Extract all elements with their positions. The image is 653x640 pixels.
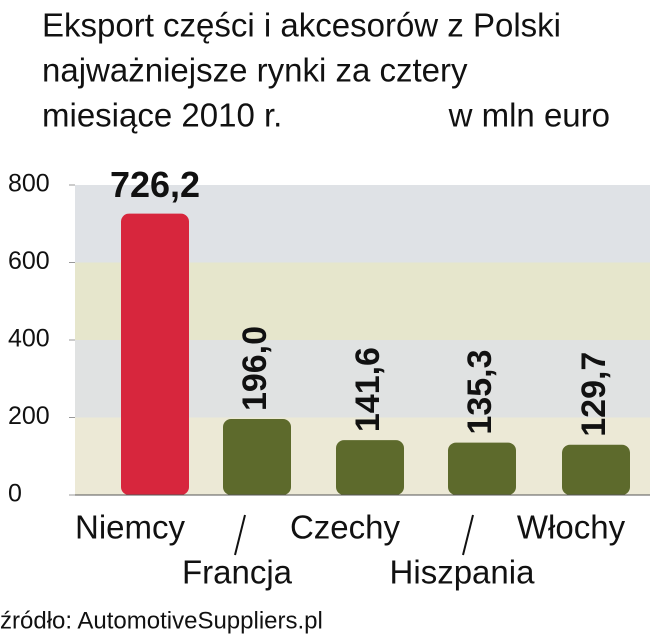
value-label: 196,0	[236, 326, 274, 411]
chart-title: miesiące 2010 r.	[42, 97, 282, 134]
bar	[336, 440, 404, 495]
y-tick-label: 800	[8, 170, 50, 198]
value-label: 141,6	[349, 347, 387, 432]
y-tick-label: 400	[8, 325, 50, 353]
x-tick-label: Francja	[182, 554, 293, 591]
source: źródło: AutomotiveSuppliers.pl	[0, 607, 323, 634]
chart-title: Eksport części i akcesorów z Polski	[42, 7, 561, 44]
bar	[562, 444, 630, 495]
separator	[234, 514, 246, 556]
separator	[462, 514, 474, 556]
y-tick-label: 200	[8, 402, 50, 430]
x-tick-label: Hiszpania	[390, 554, 536, 591]
bar	[448, 442, 516, 495]
value-label: 135,3	[461, 349, 499, 434]
bar	[121, 213, 189, 495]
unit-label: w mln euro	[448, 97, 610, 134]
value-label: 129,7	[575, 352, 613, 437]
y-tick-label: 0	[8, 480, 22, 508]
y-tick-label: 600	[8, 247, 50, 275]
x-tick-label: Czechy	[290, 509, 401, 546]
bar	[223, 419, 291, 495]
x-tick-label: Włochy	[517, 509, 626, 546]
chart-title: najważniejsze rynki za cztery	[42, 52, 468, 89]
x-tick-label: Niemcy	[75, 509, 186, 546]
value-label: 726,2	[110, 164, 200, 205]
